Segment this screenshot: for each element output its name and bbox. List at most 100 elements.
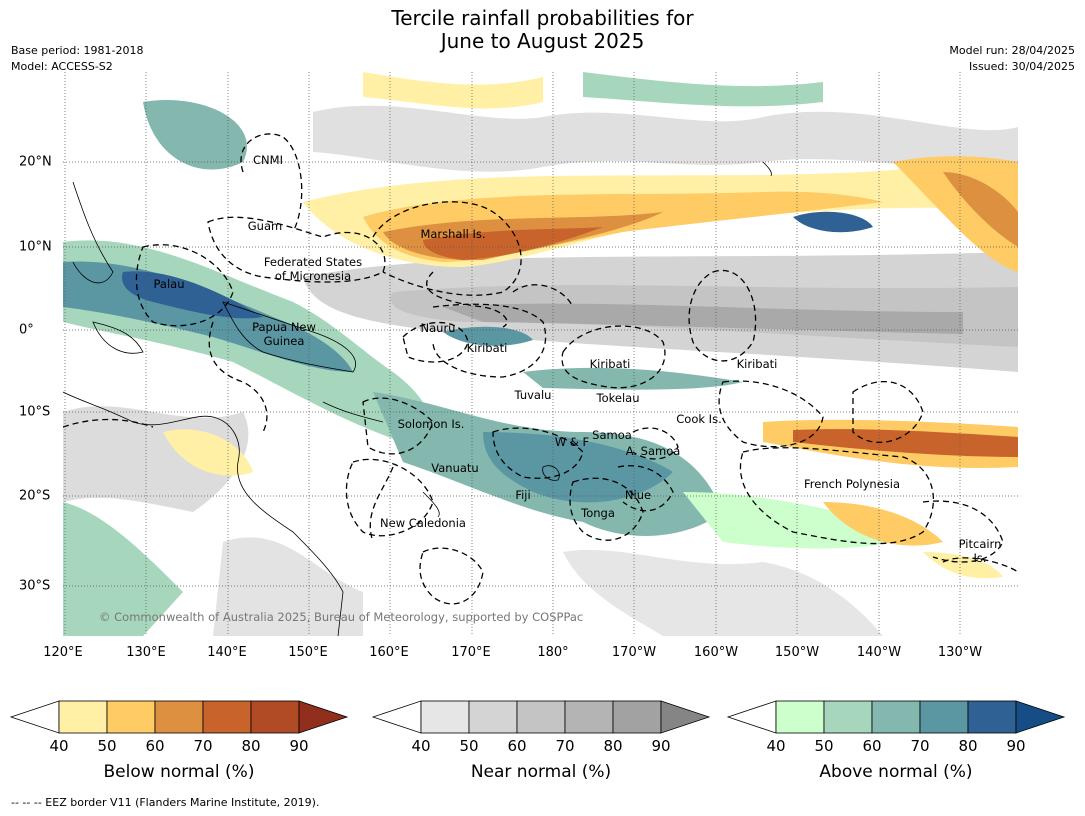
region-label: Kiribati (590, 357, 631, 371)
colorbar (726, 700, 1066, 737)
colorbar-segment (420, 700, 470, 734)
model-run: Model run: 28/04/2025 (949, 44, 1075, 57)
colorbar-tick: 50 (814, 737, 834, 755)
colorbar-extend-low (371, 700, 422, 734)
base-period: Base period: 1981-2018 (11, 44, 144, 57)
region-label: Pitcairn Is. (959, 537, 1002, 565)
colorbar-segment (202, 700, 252, 734)
colorbar-segment (775, 700, 825, 734)
region-label: CNMI (253, 153, 283, 167)
region-label: Fiji (515, 488, 530, 502)
colorbar-segment (871, 700, 921, 734)
eez-footnote: -- -- -- EEZ border V11 (Flanders Marine… (11, 796, 320, 809)
region-label: Vanuatu (431, 461, 478, 475)
colorbar-segment (564, 700, 614, 734)
colorbar-tick: 80 (241, 737, 261, 755)
colorbar-extend-low (726, 700, 777, 734)
lon-label: 130°E (126, 645, 166, 660)
region-label: Tonga (580, 506, 615, 520)
colorbar-tick: 60 (507, 737, 527, 755)
coastlines (63, 161, 772, 636)
colorbar-label: Near normal (%) (470, 762, 612, 782)
colorbar-tick: 40 (411, 737, 431, 755)
region-label: Tokelau (596, 391, 640, 405)
colorbar-extend-high (1015, 700, 1066, 734)
colorbar-extend-low (9, 700, 60, 734)
colorbar-extend-high (660, 700, 711, 734)
lon-label: 120°E (43, 645, 83, 660)
probability-map: © Commonwealth of Australia 2025, Bureau… (63, 72, 1018, 636)
region-label: Papua New Guinea (252, 320, 316, 348)
colorbar-segment (612, 700, 662, 734)
lon-label: 170°E (451, 645, 491, 660)
graticule (63, 72, 1018, 636)
colorbar (9, 700, 349, 737)
region-label: Palau (154, 277, 185, 291)
region-label: French Polynesia (804, 477, 900, 491)
colorbar-tick: 40 (49, 737, 69, 755)
model-name: Model: ACCESS-S2 (11, 60, 113, 73)
title-line-1: Tercile rainfall probabilities for (391, 6, 694, 30)
region-label: Nauru (421, 321, 456, 335)
colorbar-tick: 60 (145, 737, 165, 755)
region-label: Federated States of Micronesia (264, 255, 362, 283)
lat-label: 10°S (19, 404, 51, 420)
lat-label: 10°N (19, 239, 52, 255)
region-label: Samoa (592, 428, 632, 442)
colorbar-segment (468, 700, 518, 734)
region-label: Niue (625, 488, 651, 502)
colorbar-tick: 90 (1006, 737, 1026, 755)
lat-label: 20°S (19, 488, 51, 504)
colorbar (371, 700, 711, 737)
colorbar-tick: 40 (766, 737, 786, 755)
colorbar-tick: 70 (193, 737, 213, 755)
colorbar-tick: 70 (910, 737, 930, 755)
lon-label: 140°E (207, 645, 247, 660)
colorbar-segment (250, 700, 300, 734)
region-label: Kiribati (737, 357, 778, 371)
colorbar-tick: 80 (958, 737, 978, 755)
lon-label: 150°E (288, 645, 328, 660)
colorbar-segment (106, 700, 156, 734)
lon-label: 160°W (693, 645, 739, 660)
colorbar-segment (919, 700, 969, 734)
colorbar-segment (823, 700, 873, 734)
lon-label: 180° (537, 645, 569, 660)
colorbar-tick: 50 (97, 737, 117, 755)
lon-label: 150°W (774, 645, 820, 660)
region-label: New Caledonia (380, 516, 466, 530)
colorbar-label: Above normal (%) (819, 762, 973, 782)
lat-label: 0° (19, 322, 34, 338)
below-normal-field (163, 72, 1018, 579)
lon-label: 140°W (856, 645, 902, 660)
title-line-2: June to August 2025 (440, 29, 645, 53)
region-label: Kiribati (467, 341, 508, 355)
lat-label: 20°N (19, 154, 52, 170)
region-label: W & F (555, 435, 589, 449)
colorbar-segment (154, 700, 204, 734)
lat-label: 30°S (19, 578, 51, 594)
lon-label: 170°W (611, 645, 657, 660)
colorbar-tick: 50 (459, 737, 479, 755)
region-label: Solomon Is. (398, 417, 465, 431)
map-title: Tercile rainfall probabilities for June … (0, 7, 1085, 53)
colorbar-segment (58, 700, 108, 734)
meta-right: Model run: 28/04/2025 Issued: 30/04/2025 (949, 43, 1075, 75)
meta-left: Base period: 1981-2018 Model: ACCESS-S2 (11, 43, 143, 75)
eez-borders (63, 133, 1018, 605)
region-label: Guam (248, 219, 282, 233)
colorbar-tick: 70 (555, 737, 575, 755)
colorbar-segment (516, 700, 566, 734)
region-label: Cook Is. (676, 412, 721, 426)
region-labels: CNMI Guam Marshall Is. Federated States of M… (154, 153, 1002, 565)
colorbar-segment (967, 700, 1017, 734)
lon-label: 160°E (369, 645, 409, 660)
colorbar-tick: 60 (862, 737, 882, 755)
colorbar-tick: 80 (603, 737, 623, 755)
region-label: A. Samoa (626, 444, 681, 458)
colorbar-label: Below normal (%) (103, 762, 255, 782)
colorbar-tick: 90 (651, 737, 671, 755)
lon-label: 130°W (937, 645, 983, 660)
region-label: Marshall Is. (420, 227, 485, 241)
colorbar-tick: 90 (289, 737, 309, 755)
